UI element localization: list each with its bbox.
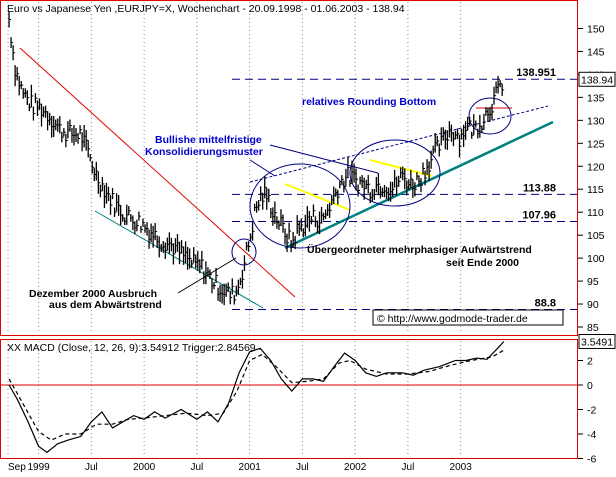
annotation-uptrend-1: Übergeordneter mehrphasiger Aufwärtstren… <box>307 243 532 256</box>
y-tick-label: 150 <box>587 24 605 36</box>
macd-y-tick-label: -4 <box>587 429 596 441</box>
price-chart-title: Euro vs Japanese Yen ,EURJPY=X, Wochench… <box>7 3 405 15</box>
macd-trigger-line <box>8 349 505 441</box>
y-tick-label: 90 <box>587 299 599 311</box>
consolidation-line-1 <box>284 183 351 211</box>
consolidation-ellipse-2 <box>349 139 441 207</box>
macd-y-tick-label: 0 <box>587 380 593 392</box>
y-tick-label: 85 <box>587 322 599 334</box>
y-tick-label: 120 <box>587 161 605 173</box>
macd-panel-frame <box>0 339 578 459</box>
macd-chart-title: XX MACD (Close, 12, 26, 9):3.54912 Trigg… <box>7 342 256 354</box>
consolidation-ellipse-1 <box>249 163 351 249</box>
copyright-box <box>372 309 564 326</box>
annotation-breakout-1: Dezember 2000 Ausbruch <box>29 288 157 300</box>
x-tick-label: 2001 <box>239 462 262 473</box>
price-bars <box>8 11 505 306</box>
arrow-consolidation-1 <box>269 144 379 174</box>
axes: Sep 1999 Jul 2000 Jul 2001 Jul 2002 Jul 2003 85 90 9… <box>8 24 616 473</box>
macd-y-tick-label: -6 <box>587 454 596 466</box>
annotation-breakout-2: aus dem Abwärtstrend <box>49 299 162 311</box>
y-tick-label: 110 <box>587 207 604 219</box>
y-tick-label: 135 <box>587 92 605 104</box>
annotation-rounding-bottom: relatives Rounding Bottom <box>302 96 436 108</box>
x-tick-label: Jul <box>190 462 203 473</box>
x-tick-label: 2002 <box>344 462 367 473</box>
y-tick-label: 115 <box>587 184 604 196</box>
annotation-consolidation-1: Bullishe mittelfristige <box>155 134 262 146</box>
price-grid <box>7 2 462 334</box>
rounding-bottom-ellipse <box>468 97 512 135</box>
x-tick-label: 1999 <box>27 462 50 473</box>
trend-lines <box>19 47 554 309</box>
macd-lines <box>8 341 505 454</box>
x-tick-label: 2000 <box>133 462 156 473</box>
y-tick-label: 130 <box>587 115 605 127</box>
x-tick-label: 2003 <box>450 462 473 473</box>
y-tick-label: 95 <box>587 276 599 288</box>
y-tick-label: 100 <box>587 253 605 265</box>
arrow-consolidation-2 <box>249 159 276 177</box>
macd-y-tick-label: -2 <box>587 405 596 417</box>
annotation-consolidation-2: Konsolidierungsmuster <box>145 146 263 158</box>
last-price-label: 138.94 <box>581 74 613 86</box>
macd-grid <box>1 341 577 457</box>
x-tick-label: Jul <box>85 462 98 473</box>
y-tick-label: 145 <box>587 46 605 58</box>
macd-line <box>8 341 505 454</box>
x-tick-label: Sep <box>8 462 26 473</box>
x-tick-label: Jul <box>402 462 415 473</box>
level-label: 88.8 <box>535 298 556 310</box>
y-tick-label: 105 <box>587 230 605 242</box>
level-label: 107.96 <box>522 210 556 222</box>
level-label: 113.88 <box>523 182 556 194</box>
x-tick-label: Jul <box>296 462 309 473</box>
annotation-uptrend-2: seit Ende 2000 <box>446 257 519 269</box>
price-panel-frame <box>0 0 578 336</box>
level-label: 138.951 <box>516 67 556 79</box>
macd-y-tick-label: 2 <box>587 356 593 368</box>
copyright-text: © http://www.godmode-trader.de <box>377 313 528 325</box>
upper-channel-line <box>249 105 549 183</box>
macd-last-value-box <box>578 334 616 350</box>
y-tick-label: 125 <box>587 138 605 150</box>
last-price-box <box>578 71 616 87</box>
downtrend-line <box>19 47 296 298</box>
macd-last-value-label: 3.5491 <box>581 337 613 349</box>
arrow-breakout <box>177 257 237 294</box>
